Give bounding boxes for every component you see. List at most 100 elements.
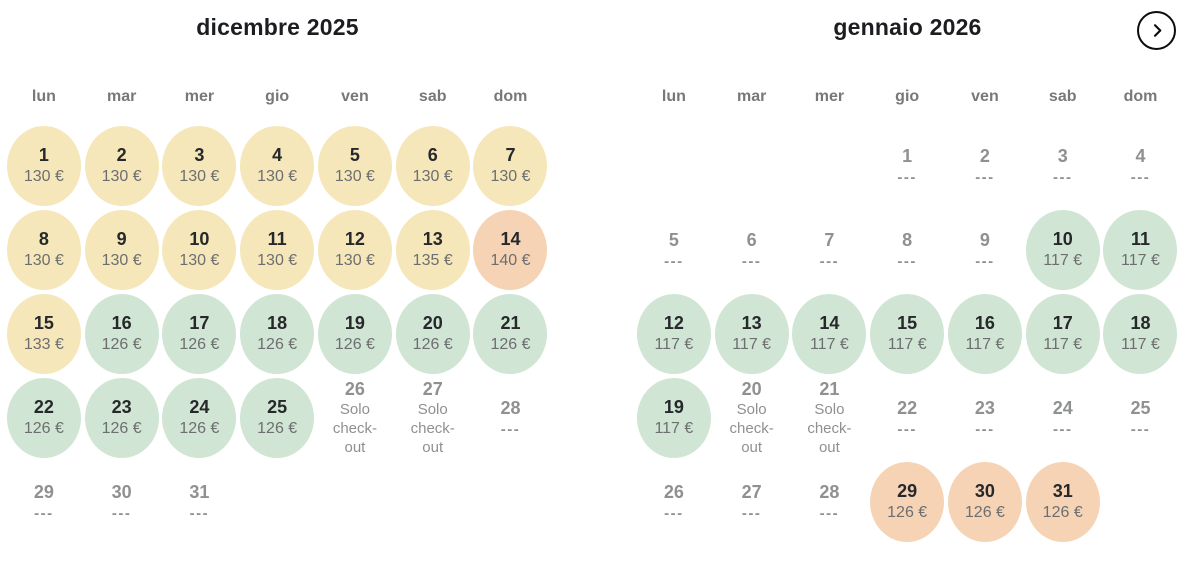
day-cell[interactable]: 20 126 €	[394, 292, 472, 376]
day-cell[interactable]: 16 126 €	[83, 292, 161, 376]
day-cell[interactable]: 15 117 €	[868, 292, 946, 376]
day-number: 6	[746, 229, 757, 250]
day-cell[interactable]: 10 117 €	[1024, 208, 1102, 292]
day-number: 1	[902, 145, 913, 166]
weekday-label: ven	[341, 88, 369, 105]
day-bubble: 13 135 €	[395, 210, 470, 290]
day-cell[interactable]: 14 140 €	[472, 208, 550, 292]
day-number: 18	[1130, 313, 1151, 333]
checkout-label: Solo check-out	[410, 401, 455, 456]
day-cell[interactable]: 11 130 €	[238, 208, 316, 292]
calendar-month-1: dicembre 2025 lun mar mer gio ven sab dom 1 130…	[5, 0, 550, 544]
day-bubble: 21 126 €	[473, 294, 548, 374]
day-cell[interactable]: 18 117 €	[1102, 292, 1180, 376]
checkout-label: Solo check-out	[807, 401, 852, 456]
day-cell[interactable]: 1 130 €	[5, 124, 83, 208]
day-cell[interactable]: 25 126 €	[238, 376, 316, 460]
day-cell[interactable]: 24 126 €	[161, 376, 239, 460]
day-cell[interactable]: 12 130 €	[316, 208, 394, 292]
unavailable-day: 9 ---	[975, 230, 995, 271]
day-number: 22	[33, 397, 54, 417]
day-cell: 3 ---	[1024, 124, 1102, 208]
checkout-day: 27 Solo check-out	[401, 379, 465, 457]
day-cell[interactable]: 12 117 €	[635, 292, 713, 376]
day-cell[interactable]: 2 130 €	[83, 124, 161, 208]
day-bubble: 17 117 €	[1025, 294, 1100, 374]
day-cell: 31 ---	[161, 460, 239, 544]
day-price: 126 €	[887, 504, 928, 521]
day-number: 13	[741, 313, 762, 333]
day-cell[interactable]: 5 130 €	[316, 124, 394, 208]
day-cell[interactable]: 31 126 €	[1024, 460, 1102, 544]
day-price: 130 €	[179, 252, 220, 269]
day-cell[interactable]: 6 130 €	[394, 124, 472, 208]
day-cell[interactable]: 14 117 €	[791, 292, 869, 376]
unavailable-dashes: ---	[1052, 168, 1073, 186]
day-cell[interactable]: 22 126 €	[5, 376, 83, 460]
weekday-label: dom	[1123, 88, 1158, 105]
day-bubble: 18 126 €	[240, 294, 315, 374]
day-number: 31	[189, 481, 210, 502]
day-number: 30	[974, 481, 995, 501]
day-cell: 30 ---	[83, 460, 161, 544]
day-bubble: 30 126 €	[947, 462, 1022, 542]
day-cell[interactable]: 18 126 €	[238, 292, 316, 376]
day-price: 126 €	[101, 336, 142, 353]
day-number: 31	[1052, 481, 1073, 501]
weekday-label: mer	[184, 88, 215, 105]
day-cell[interactable]: 26 Solo check-out	[316, 376, 394, 460]
day-number: 28	[500, 397, 521, 418]
day-cell[interactable]: 15 133 €	[5, 292, 83, 376]
unavailable-day: 25 ---	[1130, 398, 1150, 439]
day-price: 126 €	[490, 336, 531, 353]
day-cell[interactable]: 16 117 €	[946, 292, 1024, 376]
day-cell[interactable]: 29 126 €	[868, 460, 946, 544]
day-price: 126 €	[179, 336, 220, 353]
empty-cell	[1102, 460, 1180, 544]
unavailable-day: 27 ---	[742, 482, 762, 523]
day-cell[interactable]: 3 130 €	[161, 124, 239, 208]
day-number: 20	[741, 379, 762, 399]
day-cell[interactable]: 21 126 €	[472, 292, 550, 376]
day-cell[interactable]: 13 117 €	[713, 292, 791, 376]
day-cell[interactable]: 20 Solo check-out	[713, 376, 791, 460]
day-cell[interactable]: 7 130 €	[472, 124, 550, 208]
day-number: 16	[111, 313, 132, 333]
day-cell[interactable]: 27 Solo check-out	[394, 376, 472, 460]
day-cell[interactable]: 9 130 €	[83, 208, 161, 292]
day-cell[interactable]: 8 130 €	[5, 208, 83, 292]
unavailable-day: 26 ---	[664, 482, 684, 523]
day-cell[interactable]: 13 135 €	[394, 208, 472, 292]
day-price: 117 €	[1121, 336, 1160, 353]
day-cell[interactable]: 10 130 €	[161, 208, 239, 292]
day-cell[interactable]: 4 130 €	[238, 124, 316, 208]
day-number: 21	[500, 313, 521, 333]
next-month-button[interactable]	[1137, 11, 1176, 50]
day-cell[interactable]: 30 126 €	[946, 460, 1024, 544]
day-number: 14	[819, 313, 840, 333]
day-price: 133 €	[23, 336, 64, 353]
month-title: gennaio 2026	[833, 14, 982, 40]
day-number: 17	[189, 313, 210, 333]
day-number: 25	[267, 397, 288, 417]
unavailable-dashes: ---	[1130, 420, 1151, 438]
day-cell[interactable]: 19 117 €	[635, 376, 713, 460]
day-number: 21	[819, 379, 840, 399]
day-cell[interactable]: 17 117 €	[1024, 292, 1102, 376]
day-price: 126 €	[964, 504, 1005, 521]
calendar-month-2: gennaio 2026 lun mar mer gio ven sab dom 1 --- 2…	[635, 0, 1180, 544]
day-cell[interactable]: 17 126 €	[161, 292, 239, 376]
day-number: 28	[819, 481, 840, 502]
day-number: 14	[500, 229, 521, 249]
unavailable-dashes: ---	[500, 420, 521, 438]
day-price: 117 €	[887, 336, 927, 353]
day-price: 117 €	[1121, 252, 1160, 269]
day-price: 130 €	[257, 168, 298, 185]
day-bubble: 22 126 €	[6, 378, 81, 458]
day-bubble: 8 130 €	[6, 210, 81, 290]
day-cell[interactable]: 11 117 €	[1102, 208, 1180, 292]
day-cell[interactable]: 19 126 €	[316, 292, 394, 376]
day-cell[interactable]: 21 Solo check-out	[791, 376, 869, 460]
day-cell[interactable]: 23 126 €	[83, 376, 161, 460]
